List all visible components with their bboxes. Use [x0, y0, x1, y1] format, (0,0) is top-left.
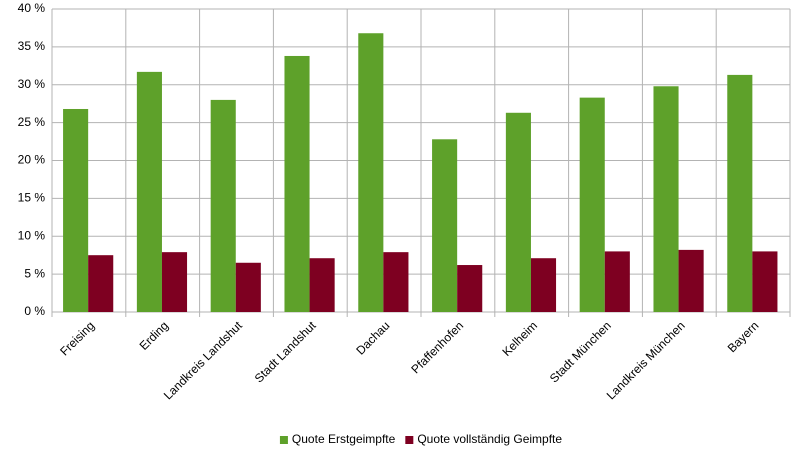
- bar: [136, 71, 162, 312]
- bar: [579, 97, 605, 312]
- bar: [752, 251, 778, 312]
- legend-swatch: [279, 436, 288, 444]
- x-tick-label: Erding: [137, 318, 171, 352]
- y-tick-label: 5 %: [24, 266, 45, 280]
- bar: [678, 249, 704, 312]
- y-tick-label: 0 %: [24, 304, 45, 318]
- y-tick-label: 15 %: [18, 191, 46, 205]
- bar: [505, 112, 531, 312]
- x-tick-label: Stadt München: [547, 318, 614, 385]
- x-tick-label: Kelheim: [500, 318, 541, 359]
- x-tick-label: Bayern: [725, 318, 762, 355]
- y-tick-label: 40 %: [18, 1, 46, 15]
- x-tick-label: Freising: [57, 318, 97, 358]
- y-tick-label: 25 %: [18, 115, 46, 129]
- bar: [309, 258, 335, 312]
- y-tick-label: 30 %: [18, 77, 46, 91]
- bar: [235, 262, 261, 312]
- x-tick-label: Dachau: [353, 318, 392, 357]
- bar: [432, 139, 458, 312]
- bar: [457, 265, 483, 312]
- y-tick-label: 20 %: [18, 153, 46, 167]
- bar: [727, 74, 753, 312]
- bar: [604, 251, 630, 312]
- bar: [284, 55, 310, 313]
- y-tick-label: 10 %: [18, 228, 46, 242]
- x-tick-label: Landkreis Landshut: [161, 318, 245, 402]
- x-tick-label: Stadt Landshut: [252, 318, 319, 385]
- legend-swatch: [405, 436, 414, 444]
- bar: [161, 252, 188, 312]
- y-tick-label: 35 %: [18, 39, 46, 53]
- x-tick-label: Landkreis München: [604, 318, 688, 402]
- bar: [530, 258, 557, 312]
- legend-label: Quote vollständig Geimpfte: [417, 432, 562, 446]
- bar: [210, 99, 236, 313]
- bar: [63, 108, 89, 313]
- bar: [88, 255, 114, 312]
- bar: [383, 252, 409, 312]
- x-tick-label: Pfaffenhofen: [408, 318, 466, 376]
- bar: [653, 86, 679, 312]
- bar: [358, 33, 384, 313]
- legend-label: Quote Erstgeimpfte: [292, 432, 396, 446]
